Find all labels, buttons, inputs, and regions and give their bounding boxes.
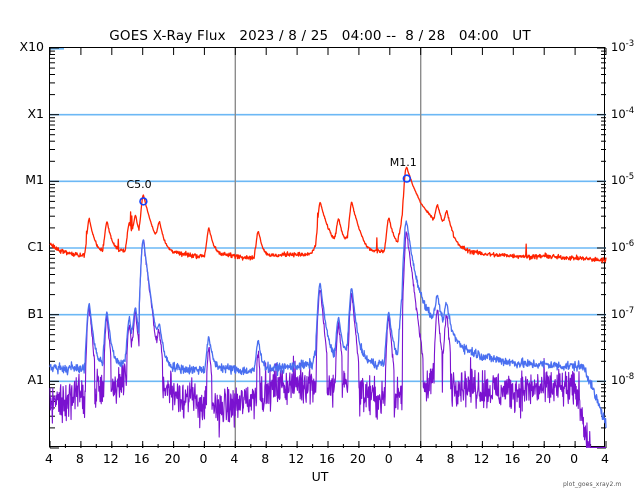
- x-label-6: 4: [230, 451, 239, 466]
- y-label-M1: M1: [25, 172, 44, 188]
- x-label-8: 12: [288, 451, 305, 466]
- x-label-9: 16: [319, 451, 335, 466]
- x-label-11: 0: [384, 451, 393, 466]
- x-label-1: 8: [75, 451, 84, 466]
- x-label-7: 8: [261, 451, 270, 466]
- flare-marker-C5.0: [139, 197, 148, 206]
- x-label-4: 20: [164, 451, 181, 466]
- x-axis-title: UT: [311, 469, 329, 484]
- x-label-0: 4: [45, 451, 53, 466]
- y-right-label-4: 10-7: [611, 305, 635, 321]
- y-right-label-0: 10-3: [611, 39, 635, 54]
- y-label-C1: C1: [27, 239, 44, 254]
- y-right-label-3: 10-6: [611, 239, 635, 254]
- series-long-channel: [49, 166, 607, 264]
- flare-label-C5.0: C5.0: [126, 178, 152, 192]
- y-label-X1: X1: [27, 105, 44, 121]
- y-label-X10: X10: [19, 39, 44, 54]
- script-credit: plot_goes_xray2.m: [563, 481, 622, 488]
- x-label-17: 0: [570, 451, 579, 466]
- x-label-2: 12: [102, 451, 119, 466]
- plot-canvas: [49, 47, 607, 449]
- flare-marker-M1.1: [402, 174, 411, 183]
- x-label-3: 16: [133, 451, 150, 466]
- y-label-B1: B1: [27, 305, 44, 321]
- x-label-14: 12: [473, 451, 490, 466]
- series-short-channel: [49, 220, 607, 428]
- x-label-10: 20: [349, 451, 366, 466]
- y-right-label-2: 10-5: [611, 172, 635, 188]
- y-right-label-1: 10-4: [611, 105, 635, 121]
- x-label-5: 0: [199, 451, 208, 466]
- y-label-A1: A1: [27, 372, 44, 388]
- flare-label-M1.1: M1.1: [389, 155, 417, 169]
- x-label-18: 4: [601, 451, 609, 466]
- x-label-13: 8: [446, 451, 455, 466]
- series-short-channel-raw: [49, 231, 607, 448]
- y-right-label-5: 10-8: [611, 372, 635, 388]
- x-label-16: 20: [535, 451, 552, 466]
- plot-area: [49, 47, 607, 449]
- x-label-15: 16: [504, 451, 521, 466]
- chart-title: GOES X-Ray Flux 2023 / 8 / 25 04:00 -- 8…: [109, 28, 531, 44]
- x-label-12: 4: [415, 451, 424, 466]
